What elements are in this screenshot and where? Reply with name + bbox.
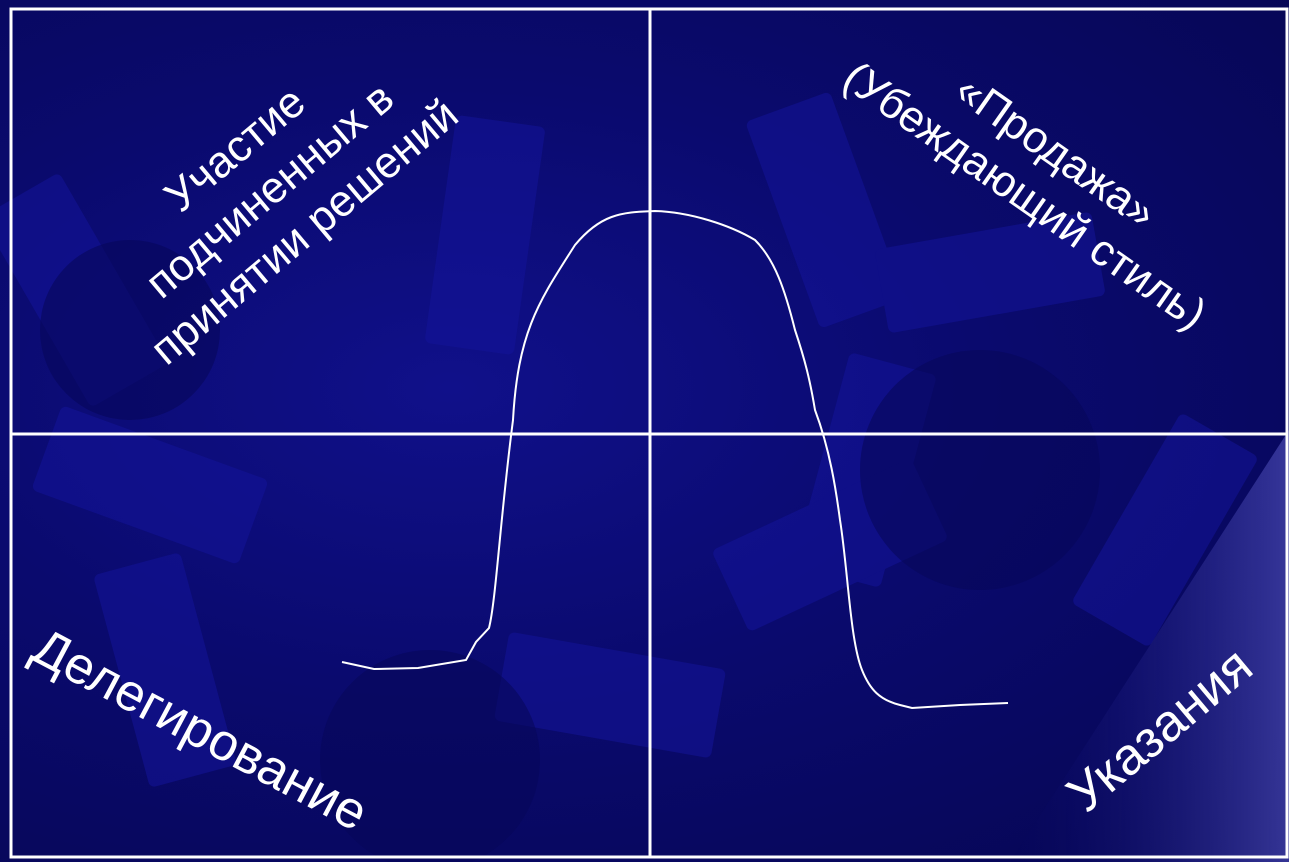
style-curve — [341, 209, 1009, 710]
